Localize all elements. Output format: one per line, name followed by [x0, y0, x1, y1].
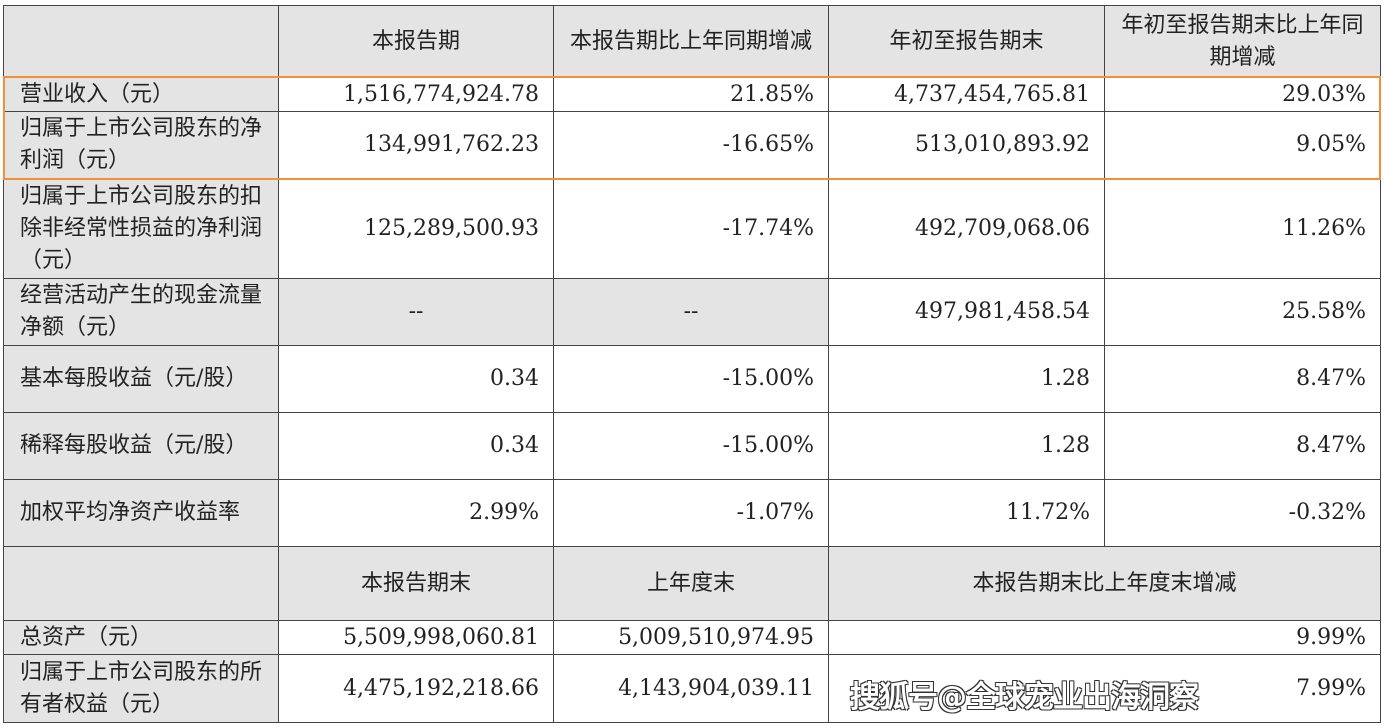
header-current-yoy: 本报告期比上年同期增减 — [553, 5, 829, 78]
cell: 11.26% — [1104, 178, 1381, 279]
header-blank — [3, 5, 279, 78]
cell: 4,143,904,039.11 — [553, 654, 829, 723]
cell: 0.34 — [278, 345, 554, 413]
cell: -1.07% — [553, 479, 829, 547]
header2-change: 本报告期末比上年度末增减 — [828, 546, 1381, 621]
row-label: 基本每股收益（元/股） — [3, 345, 279, 413]
cell: -15.00% — [553, 412, 829, 480]
cell: -- — [278, 278, 554, 346]
cell: -17.74% — [553, 178, 829, 279]
header-ytd-yoy: 年初至报告期末比上年同期增减 — [1104, 5, 1381, 78]
row-label: 总资产（元） — [3, 620, 279, 655]
table-row: 基本每股收益（元/股） 0.34 -15.00% 1.28 8.47% — [3, 345, 1381, 413]
cell: 29.03% — [1104, 77, 1381, 112]
table-row: 总资产（元） 5,509,998,060.81 5,009,510,974.95… — [3, 620, 1381, 655]
table-row: 加权平均净资产收益率 2.99% -1.07% 11.72% -0.32% — [3, 479, 1381, 547]
cell: 5,009,510,974.95 — [553, 620, 829, 655]
header2-period-end: 本报告期末 — [278, 546, 554, 621]
header2-prior-year-end: 上年度末 — [553, 546, 829, 621]
cell: 7.99% — [828, 654, 1381, 723]
cell: -0.32% — [1104, 479, 1381, 547]
cell: 9.05% — [1104, 111, 1381, 179]
cell: 497,981,458.54 — [828, 278, 1105, 346]
cell: 4,737,454,765.81 — [828, 77, 1105, 112]
header-current-period: 本报告期 — [278, 5, 554, 78]
cell: 125,289,500.93 — [278, 178, 554, 279]
cell: 5,509,998,060.81 — [278, 620, 554, 655]
cell: 492,709,068.06 — [828, 178, 1105, 279]
cell: 9.99% — [828, 620, 1381, 655]
row-label: 经营活动产生的现金流量净额（元） — [3, 278, 279, 346]
table-row: 归属于上市公司股东的所有者权益（元） 4,475,192,218.66 4,14… — [3, 654, 1381, 723]
table-row: 经营活动产生的现金流量净额（元） -- -- 497,981,458.54 25… — [3, 278, 1381, 346]
header-ytd: 年初至报告期末 — [828, 5, 1105, 78]
cell: -- — [553, 278, 829, 346]
table-row: 稀释每股收益（元/股） 0.34 -15.00% 1.28 8.47% — [3, 412, 1381, 480]
row-label: 归属于上市公司股东的扣除非经常性损益的净利润（元） — [3, 178, 279, 279]
cell: 8.47% — [1104, 412, 1381, 480]
cell: 1.28 — [828, 345, 1105, 413]
table-row: 归属于上市公司股东的净利润（元） 134,991,762.23 -16.65% … — [3, 111, 1381, 179]
row-label: 稀释每股收益（元/股） — [3, 412, 279, 480]
table-row: 营业收入（元） 1,516,774,924.78 21.85% 4,737,45… — [3, 77, 1381, 112]
cell: 25.58% — [1104, 278, 1381, 346]
cell: 134,991,762.23 — [278, 111, 554, 179]
row-label: 营业收入（元） — [3, 77, 279, 112]
financial-summary-table: 本报告期 本报告期比上年同期增减 年初至报告期末 年初至报告期末比上年同期增减 … — [3, 5, 1381, 723]
cell: -16.65% — [553, 111, 829, 179]
cell: 4,475,192,218.66 — [278, 654, 554, 723]
header-row-2: 本报告期末 上年度末 本报告期末比上年度末增减 — [3, 546, 1381, 621]
cell: 1.28 — [828, 412, 1105, 480]
cell: 1,516,774,924.78 — [278, 77, 554, 112]
cell: -15.00% — [553, 345, 829, 413]
watermark: 搜狐号@全球宠业出海洞察 — [850, 680, 1199, 715]
row-label: 归属于上市公司股东的所有者权益（元） — [3, 654, 279, 723]
row-label: 加权平均净资产收益率 — [3, 479, 279, 547]
row-label: 归属于上市公司股东的净利润（元） — [3, 111, 279, 179]
cell: 513,010,893.92 — [828, 111, 1105, 179]
cell: 8.47% — [1104, 345, 1381, 413]
cell: 21.85% — [553, 77, 829, 112]
header-row: 本报告期 本报告期比上年同期增减 年初至报告期末 年初至报告期末比上年同期增减 — [3, 5, 1381, 78]
header2-blank — [3, 546, 279, 621]
cell: 2.99% — [278, 479, 554, 547]
cell: 0.34 — [278, 412, 554, 480]
table-row: 归属于上市公司股东的扣除非经常性损益的净利润（元） 125,289,500.93… — [3, 178, 1381, 279]
cell: 11.72% — [828, 479, 1105, 547]
